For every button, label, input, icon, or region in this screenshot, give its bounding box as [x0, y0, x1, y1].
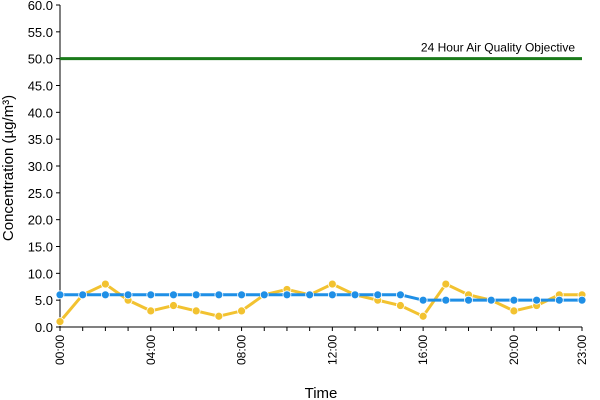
series-1-point — [191, 306, 201, 316]
series-group — [55, 279, 587, 327]
x-tick-label: 00:00 — [53, 335, 67, 365]
series-1-point — [237, 306, 246, 316]
series-1-line — [58, 282, 582, 323]
series-2-point — [123, 290, 133, 300]
x-tick-labels: 00:00 04:00 08:00 12:00 16:00 20:00 23:00 — [53, 335, 589, 365]
x-tick-label: 23:00 — [575, 335, 589, 365]
y-tick-label: 35.0 — [28, 132, 53, 147]
y-tick-label: 40.0 — [28, 105, 53, 120]
series-2-line — [60, 293, 582, 302]
x-tick-label: 20:00 — [507, 335, 521, 365]
x-tick-label: 16:00 — [416, 335, 430, 365]
series-1-point — [327, 279, 337, 289]
series-1-point — [214, 311, 224, 321]
series-2-point — [169, 290, 178, 300]
y-tick-label: 60.0 — [28, 0, 53, 13]
series-1-point — [169, 301, 178, 310]
y-tick-label: 55.0 — [28, 25, 53, 40]
series-2-point — [259, 290, 269, 300]
y-tick-label: 50.0 — [28, 52, 53, 67]
y-tick-label: 15.0 — [28, 240, 53, 255]
series-2-point — [305, 290, 315, 300]
series-2-point — [373, 290, 383, 300]
x-tick-label: 04:00 — [144, 335, 158, 365]
series-2-point — [78, 290, 88, 300]
series-2-point — [509, 295, 519, 305]
series-1-point — [418, 311, 428, 321]
series-2-point — [191, 290, 201, 300]
series-1-point — [100, 279, 110, 289]
y-tick-label: 45.0 — [28, 79, 53, 94]
y-axis-label: Concentration (µg/m³) — [0, 95, 17, 241]
series-2-point — [282, 290, 292, 300]
series-2-point — [441, 295, 451, 305]
x-tick-label: 08:00 — [235, 335, 249, 365]
objective-label: 24 Hour Air Quality Objective — [421, 41, 575, 55]
x-tick-label: 12:00 — [325, 335, 339, 365]
y-tick-label: 25.0 — [28, 186, 53, 201]
y-tick-label: 10.0 — [28, 266, 53, 281]
objective-line-group: 24 Hour Air Quality Objective — [60, 41, 582, 61]
y-tick-label: 5.0 — [35, 293, 53, 308]
series-2-point — [464, 295, 473, 305]
series-1-point — [509, 306, 519, 316]
series-2-point — [327, 290, 337, 300]
series-2-point — [237, 290, 246, 300]
series-2-point — [396, 290, 405, 300]
series-1-point — [55, 317, 65, 327]
y-tick-label: 20.0 — [28, 213, 53, 228]
x-axis-label: Time — [305, 385, 338, 400]
series-1-point — [396, 301, 405, 310]
y-tick-labels: 0.0 5.0 10.0 15.0 20.0 25.0 30.0 35.0 40.0 45.0 50… — [28, 0, 53, 335]
series-2-point — [350, 290, 360, 300]
series-2-point — [214, 290, 224, 300]
series-2-point — [577, 295, 587, 305]
series-1-point — [146, 306, 156, 316]
series-2-point — [554, 295, 564, 305]
series-1-point — [441, 279, 451, 289]
series-2-point — [532, 295, 542, 305]
y-tick-label: 30.0 — [28, 159, 53, 174]
series-2-point — [418, 295, 428, 305]
series-2-point — [55, 290, 65, 300]
series-2-point — [146, 290, 156, 300]
series-2-point — [486, 295, 496, 305]
y-tick-label: 0.0 — [35, 320, 53, 335]
chart-axes — [56, 4, 583, 331]
series-2-point — [100, 290, 110, 300]
